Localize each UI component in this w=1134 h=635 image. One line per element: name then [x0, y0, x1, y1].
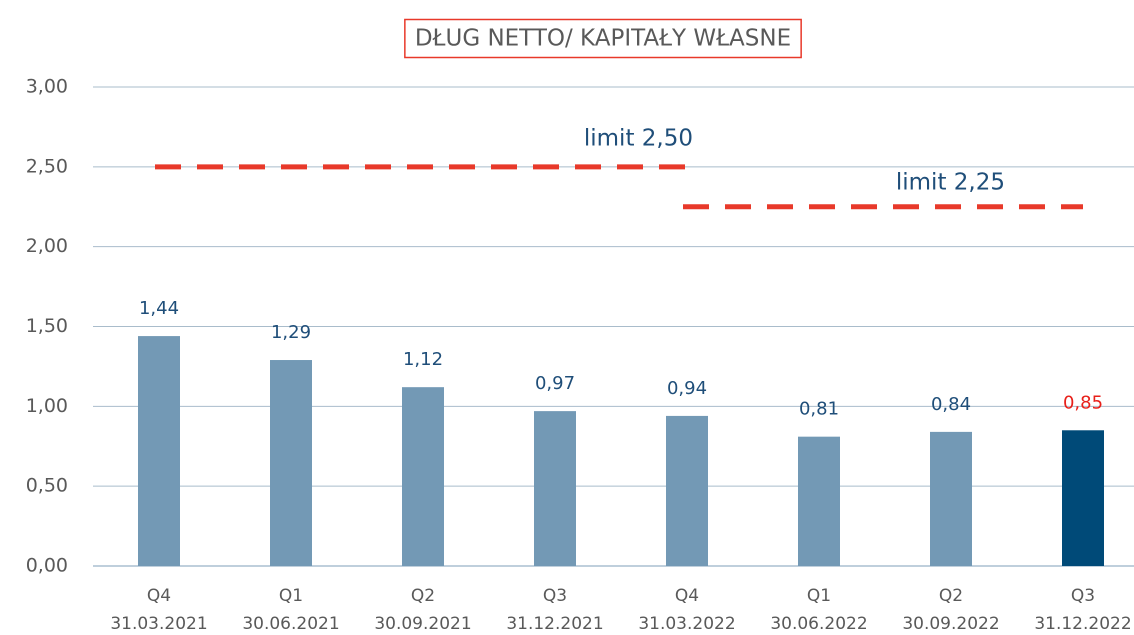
value-label: 0,97 — [535, 373, 575, 394]
bar — [270, 360, 312, 566]
x-tick-label: 31.12.2021 — [506, 614, 603, 634]
x-tick-label: Q2 — [411, 586, 435, 606]
value-label: 0,84 — [931, 394, 971, 415]
bar — [666, 415, 708, 566]
bar — [402, 387, 444, 566]
x-tick-label: 30.09.2022 — [902, 614, 999, 634]
limit-label: limit 2,50 — [584, 125, 693, 151]
value-label: 0,81 — [799, 399, 839, 420]
bar — [930, 431, 972, 566]
x-tick-label: 31.03.2021 — [110, 614, 207, 634]
value-label: 0,85 — [1063, 392, 1103, 413]
title-box — [404, 18, 802, 59]
x-tick-label: 30.06.2021 — [242, 614, 339, 634]
x-tick-label: Q4 — [147, 586, 171, 606]
y-tick-label: 2,00 — [26, 235, 68, 257]
x-tick-label: Q2 — [939, 586, 963, 606]
y-tick-label: 1,00 — [26, 395, 68, 417]
y-tick-label: 2,50 — [26, 155, 68, 177]
bar — [798, 436, 840, 566]
y-tick-label: 3,00 — [26, 76, 68, 98]
x-tick-label: 31.12.2022 — [1034, 614, 1131, 634]
x-tick-label: 30.09.2021 — [374, 614, 471, 634]
limit-label: limit 2,25 — [896, 169, 1005, 195]
x-tick-label: Q1 — [279, 586, 303, 606]
bar — [534, 411, 576, 566]
x-tick-label: 30.06.2022 — [770, 614, 867, 634]
bar — [1062, 430, 1104, 566]
y-tick-label: 1,50 — [26, 315, 68, 337]
value-label: 1,29 — [271, 322, 311, 343]
y-tick-label: 0,00 — [26, 555, 68, 577]
x-tick-label: Q1 — [807, 586, 831, 606]
x-tick-label: Q4 — [675, 586, 699, 606]
bar — [138, 336, 180, 566]
x-tick-label: Q3 — [543, 586, 567, 606]
chart-title: DŁUG NETTO/ KAPITAŁY WŁASNE — [415, 26, 791, 52]
value-label: 1,12 — [403, 349, 443, 370]
y-tick-label: 0,50 — [26, 475, 68, 497]
x-tick-label: 31.03.2022 — [638, 614, 735, 634]
x-tick-label: Q3 — [1071, 586, 1095, 606]
value-label: 0,94 — [667, 378, 707, 399]
value-label: 1,44 — [139, 298, 179, 319]
